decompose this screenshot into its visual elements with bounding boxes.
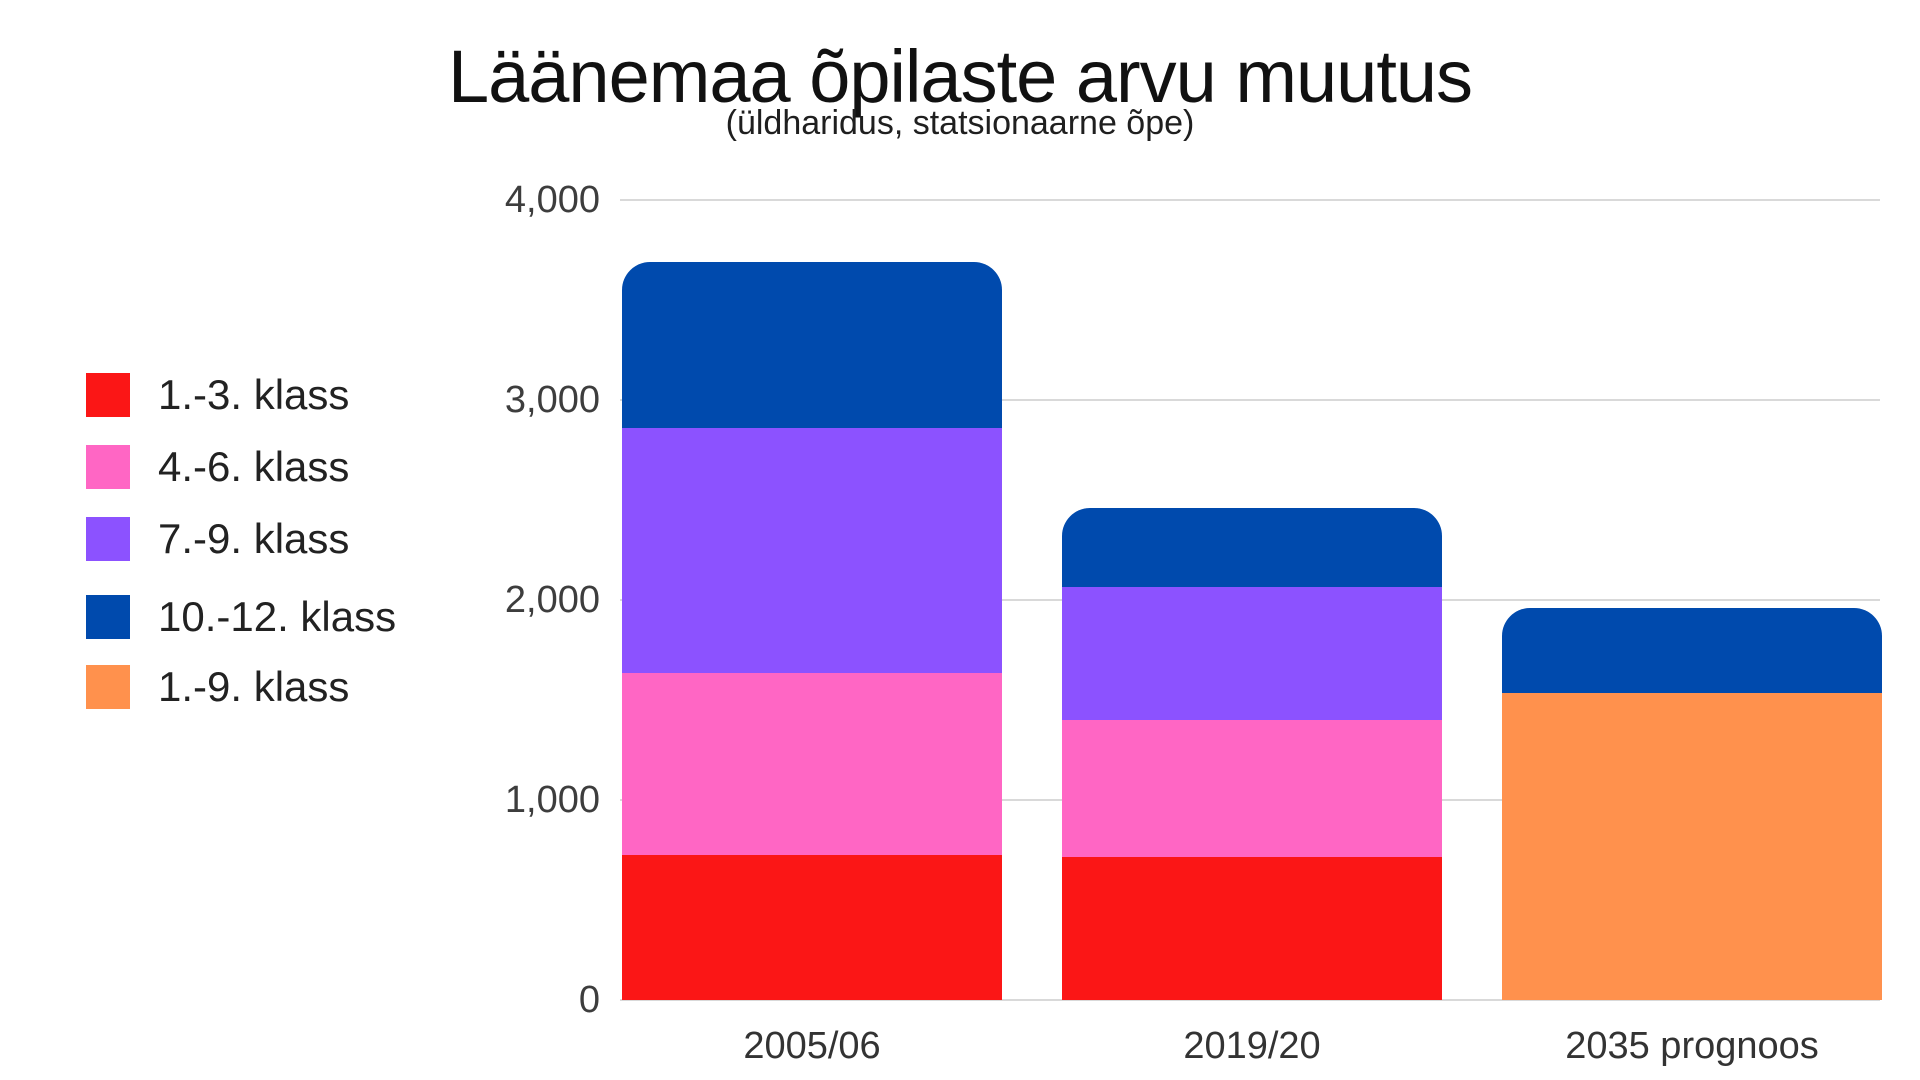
legend-item-7-9-klass: 7.-9. klass <box>86 515 350 562</box>
legend-swatch-1-3-klass <box>86 373 130 417</box>
legend-item-1-3-klass: 1.-3. klass <box>86 371 350 418</box>
legend-swatch-1-9-klass <box>86 665 130 709</box>
x-tick-label-2005-06: 2005/06 <box>743 1025 881 1067</box>
bar-2019-20-segment-4-6-klass <box>1062 720 1442 857</box>
legend-item-1-9-klass: 1.-9. klass <box>86 663 350 710</box>
bar-2005-06-segment-4-6-klass <box>622 673 1002 855</box>
legend-label-4-6-klass: 4.-6. klass <box>158 443 350 490</box>
x-tick-label-2035-prognoos: 2035 prognoos <box>1565 1025 1819 1067</box>
bar-2005-06-segment-7-9-klass <box>622 428 1002 673</box>
bar-2005-06-segment-10-12-klass <box>622 262 1002 428</box>
x-tick-label-2019-20: 2019/20 <box>1183 1025 1321 1067</box>
y-tick-label-1000: 1,000 <box>504 779 600 821</box>
bar-2035-prognoos-segment-1-9-klass <box>1502 693 1882 1000</box>
bar-2035-prognoos-segment-10-12-klass <box>1502 608 1882 693</box>
legend-label-10-12-klass: 10.-12. klass <box>158 593 397 640</box>
legend-label-7-9-klass: 7.-9. klass <box>158 515 350 562</box>
legend-swatch-10-12-klass <box>86 595 130 639</box>
gridline-3000 <box>620 399 1880 401</box>
y-tick-label-3000: 3,000 <box>504 379 600 421</box>
bar-2019-20-segment-7-9-klass <box>1062 587 1442 720</box>
chart-title: Läänemaa õpilaste arvu muutus <box>447 35 1473 118</box>
gridline-0 <box>620 999 1880 1001</box>
legend-label-1-9-klass: 1.-9. klass <box>158 663 350 710</box>
legend-swatch-4-6-klass <box>86 445 130 489</box>
y-tick-label-0: 0 <box>578 979 600 1021</box>
chart-subtitle: (üldharidus, statsionaarne õpe) <box>725 104 1195 142</box>
legend-label-1-3-klass: 1.-3. klass <box>158 371 350 418</box>
y-tick-label-2000: 2,000 <box>504 579 600 621</box>
legend-item-10-12-klass: 10.-12. klass <box>86 593 397 640</box>
y-tick-label-4000: 4,000 <box>504 179 600 221</box>
bar-2019-20-segment-10-12-klass <box>1062 508 1442 587</box>
legend-item-4-6-klass: 4.-6. klass <box>86 443 350 490</box>
gridline-4000 <box>620 199 1880 201</box>
legend-swatch-7-9-klass <box>86 517 130 561</box>
bar-2019-20-segment-1-3-klass <box>1062 857 1442 1000</box>
bar-2005-06-segment-1-3-klass <box>622 855 1002 1000</box>
